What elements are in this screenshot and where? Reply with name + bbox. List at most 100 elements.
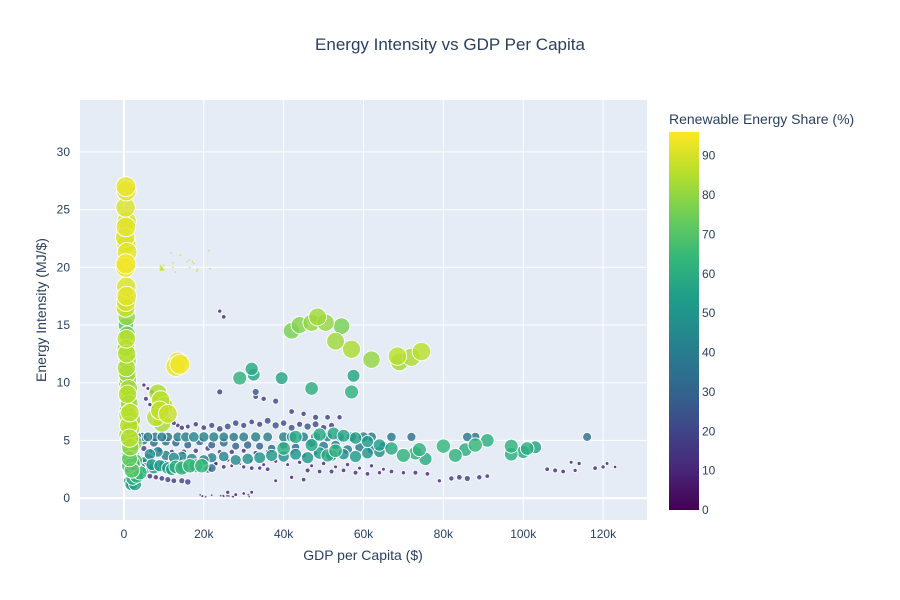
data-point <box>188 431 200 443</box>
colorbar-tick-label: 70 <box>702 227 716 241</box>
data-point <box>240 447 247 454</box>
x-axis-title: GDP per Capita ($) <box>303 547 423 563</box>
data-point <box>300 476 307 483</box>
data-point <box>229 454 242 466</box>
data-point <box>364 471 371 477</box>
data-point <box>241 464 247 470</box>
data-point <box>346 368 361 383</box>
data-point <box>271 421 280 430</box>
x-tick-label: 120k <box>590 527 617 541</box>
data-point-small <box>159 267 162 270</box>
colorbar-tick-label: 60 <box>702 267 716 281</box>
y-tick-label: 10 <box>57 376 71 390</box>
data-point <box>116 285 137 307</box>
data-point <box>263 416 272 425</box>
data-point <box>372 438 387 452</box>
data-point <box>220 314 227 320</box>
x-tick-label: 100k <box>510 527 537 541</box>
data-point <box>217 450 230 463</box>
colorbar-tick-label: 10 <box>702 464 716 478</box>
data-point <box>289 447 302 461</box>
data-point-small <box>222 495 225 498</box>
data-point-small <box>227 495 230 497</box>
data-point <box>178 477 186 485</box>
colorbar-tick-label: 50 <box>702 306 716 320</box>
x-tick-label: 40k <box>274 527 294 541</box>
data-point <box>248 418 256 426</box>
data-point <box>411 442 427 458</box>
x-tick-label: 20k <box>194 527 214 541</box>
data-point <box>156 431 168 443</box>
data-point <box>288 408 295 415</box>
data-point <box>455 473 463 481</box>
data-point-small <box>174 271 177 273</box>
data-point <box>240 421 248 429</box>
data-point <box>568 459 574 465</box>
colorbar-tick-label: 80 <box>702 188 716 202</box>
data-point <box>333 464 338 470</box>
y-tick-label: 30 <box>57 145 71 159</box>
data-point <box>303 422 312 431</box>
data-point <box>192 447 199 454</box>
data-point <box>250 431 262 443</box>
data-point <box>273 478 279 484</box>
data-point <box>115 253 137 275</box>
data-point <box>328 443 343 459</box>
data-point <box>218 431 230 443</box>
data-point <box>178 424 185 431</box>
data-point <box>279 419 288 427</box>
colorbar-tick-label: 20 <box>702 424 716 438</box>
data-point-small <box>219 494 222 497</box>
y-tick-label: 15 <box>57 318 71 332</box>
chart-title: Energy Intensity vs GDP Per Capita <box>315 35 585 54</box>
data-point <box>309 463 314 469</box>
data-point <box>256 420 264 428</box>
data-point <box>120 402 140 423</box>
data-point <box>308 307 327 327</box>
data-point <box>612 464 618 470</box>
data-point <box>248 465 255 471</box>
data-point <box>412 469 419 476</box>
data-point-small <box>192 262 195 265</box>
data-point <box>233 492 239 498</box>
data-point <box>304 381 319 396</box>
data-point <box>216 388 224 396</box>
data-point <box>272 397 280 405</box>
data-point <box>311 420 320 429</box>
data-points <box>114 176 618 498</box>
data-point <box>244 361 259 376</box>
y-tick-label: 0 <box>63 491 70 505</box>
data-point <box>320 460 327 467</box>
data-point-small <box>247 493 250 496</box>
data-point <box>552 467 559 474</box>
data-point <box>572 467 578 473</box>
data-point-small <box>188 266 191 269</box>
data-point <box>117 384 138 404</box>
data-point <box>582 431 593 442</box>
data-point <box>357 465 362 471</box>
data-point-small <box>172 261 175 264</box>
data-point <box>238 431 250 443</box>
data-point-small <box>170 251 173 254</box>
data-point <box>115 176 137 197</box>
data-point <box>296 420 304 428</box>
y-tick-label: 5 <box>63 433 70 447</box>
data-point-small <box>172 266 174 269</box>
data-point <box>352 469 359 476</box>
data-point <box>262 431 274 443</box>
x-tick-label: 80k <box>434 527 454 541</box>
data-point <box>261 462 267 468</box>
data-point <box>312 413 320 421</box>
data-point <box>462 431 473 443</box>
data-point <box>467 437 483 453</box>
data-point <box>208 431 220 443</box>
data-point <box>255 441 265 451</box>
data-point <box>344 384 359 400</box>
data-point <box>436 478 442 484</box>
data-point-small <box>195 270 198 273</box>
data-point <box>169 353 191 375</box>
data-point <box>285 462 291 468</box>
data-point <box>341 339 362 359</box>
data-point <box>316 468 323 475</box>
